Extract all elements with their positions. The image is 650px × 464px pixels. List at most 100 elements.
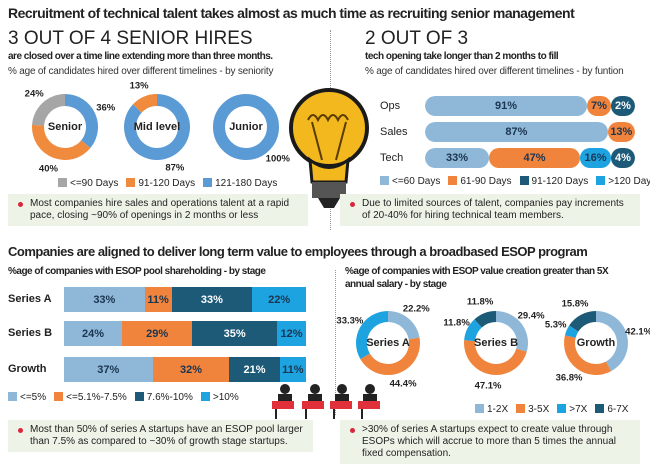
donut-segment [32, 94, 65, 126]
legend-swatch [54, 392, 64, 401]
donut-segment [474, 311, 496, 328]
esop-pool-bar-chart: Series A 33% 11% 33% 22% Series B 24% 29% 35% 12%… [8, 284, 308, 406]
legend: <=5% <=5.1%-7.5% 7.6%-10% >10% [8, 392, 239, 403]
donut-segment [31, 124, 91, 160]
legend-label: >10% [212, 392, 239, 403]
seniority-donut-chart: 36% 40% 24% Senior 87% 13% Mid level 100% Junior… [0, 80, 310, 190]
donut-segment [123, 94, 190, 160]
row-label: Growth [8, 363, 47, 375]
section2-title: Companies are aligned to deliver long te… [8, 244, 588, 259]
legend-item: 61-90 Days [448, 176, 512, 187]
bar-segment: 12% [276, 321, 306, 346]
donut-value-label: 36% [96, 102, 116, 114]
main-title: Recruitment of technical talent takes al… [8, 5, 575, 21]
bar-segment: 24% [64, 321, 123, 346]
legend-swatch [475, 404, 484, 413]
bar-segment: 35% [192, 321, 277, 346]
bar-segment: 2% [611, 96, 635, 116]
stacked-bar: 91% 7% 2% [425, 96, 635, 116]
legend-item: <=60 Days [380, 176, 440, 187]
legend-item: >7X [557, 404, 587, 415]
lightbulb-illustration [289, 88, 369, 208]
legend-label: >7X [569, 404, 588, 415]
people-illustration [272, 384, 380, 419]
legend-label: 3-5X [528, 404, 550, 415]
legend-swatch [595, 404, 605, 413]
donut-segment [388, 311, 420, 340]
legend-item: 91-120 Days [126, 178, 195, 189]
legend-label: <=60 Days [392, 176, 441, 187]
esop-right-caption-2: annual salary - by stage [345, 279, 447, 290]
row-label: Tech [380, 152, 404, 164]
bar-segment: 32% [152, 357, 230, 382]
legend: <=90 Days 91-120 Days 121-180 Days [58, 178, 277, 189]
donut-value-label: 24% [24, 88, 44, 100]
row-label: Series B [8, 327, 53, 339]
esop-left-note: Most than 50% of series A startups have … [8, 420, 313, 452]
row-label: Series A [8, 293, 52, 305]
bar-segment: 22% [252, 287, 306, 312]
bar-segment: 29% [122, 321, 193, 346]
legend-label: <=5% [20, 392, 47, 403]
bar-segment: 37% [64, 357, 153, 382]
donut-value-label: 44.4% [389, 378, 417, 390]
donut-segment [132, 94, 157, 113]
legend-item: <=90 Days [58, 178, 118, 189]
donut-value-label: 11.8% [443, 317, 470, 329]
bar-segment: 11% [144, 287, 172, 312]
right-headline: 2 OUT OF 3 [365, 28, 469, 49]
bar-segment: 11% [279, 357, 306, 382]
legend-label: <=90 Days [70, 178, 119, 189]
donut-value-label: 5.3% [544, 319, 567, 331]
donut-value-label: 36.8% [555, 372, 583, 384]
bar-segment: 7% [587, 96, 611, 116]
donut-value-label: 15.8% [561, 298, 589, 310]
legend-item: 6-7X [595, 404, 628, 415]
legend-label: 121-180 Days [215, 178, 278, 189]
esop-left-caption: %age of companies with ESOP pool shareho… [8, 266, 266, 277]
right-note: Due to limited sources of talent, compan… [340, 194, 640, 226]
legend-swatch [519, 176, 529, 185]
divider [335, 270, 336, 415]
donut-value-label: 100% [265, 153, 290, 165]
esop-right-note: >30% of series A startups expect to crea… [340, 420, 640, 464]
legend-item: 3-5X [516, 404, 549, 415]
donut-value-label: 22.2% [402, 303, 430, 315]
stacked-bar: 87% 13% [425, 122, 635, 142]
donut-center-label: Series B [473, 337, 519, 349]
donut-value-label: 13% [129, 80, 149, 92]
bar-segment: 4% [611, 148, 635, 168]
donut-value-label: 40% [38, 163, 58, 175]
legend-label: 91-120 Days [138, 178, 196, 189]
legend-label: 61-90 Days [460, 176, 512, 187]
donut-segment [564, 335, 612, 375]
donut-value-label: 11.8% [466, 296, 494, 308]
donut-value-label: 42.1% [625, 326, 650, 338]
legend-label: >120 Days [608, 176, 650, 187]
bar-segment: 87% [425, 122, 608, 142]
bar-segment: 21% [229, 357, 280, 382]
legend-item: 1-2X [475, 404, 508, 415]
esop-value-donut-chart: 22.2% 44.4% 33.3% Series A 29.4% 47.1% 11.8% 11… [335, 294, 650, 415]
legend-swatch [134, 392, 144, 401]
right-caption: % age of candidates hired over different… [365, 66, 624, 77]
legend: <=60 Days 61-90 Days 91-120 Days >120 Days [380, 176, 650, 187]
legend-swatch [8, 392, 17, 401]
donut-center-label: Mid level [133, 121, 181, 133]
donut-value-label: 87% [165, 162, 185, 174]
donut-segment [464, 319, 482, 342]
bar-segment: 33% [64, 287, 145, 312]
row-label: Ops [380, 100, 401, 112]
left-caption: % age of candidates hired over different… [8, 66, 274, 77]
legend-item: <=5% [8, 392, 46, 403]
donut-segment [596, 311, 628, 372]
legend-label: <=5.1%-7.5% [66, 392, 127, 403]
donut-value-label: 29.4% [517, 310, 545, 322]
stacked-bar: 37% 32% 21% 11% [64, 357, 306, 382]
legend-item: 91-120 Days [519, 176, 588, 187]
donut-svg [31, 94, 279, 160]
bar-segment: 16% [580, 148, 611, 168]
legend-swatch [203, 178, 213, 187]
donut-segment [356, 311, 388, 359]
donut-svg [356, 311, 628, 375]
